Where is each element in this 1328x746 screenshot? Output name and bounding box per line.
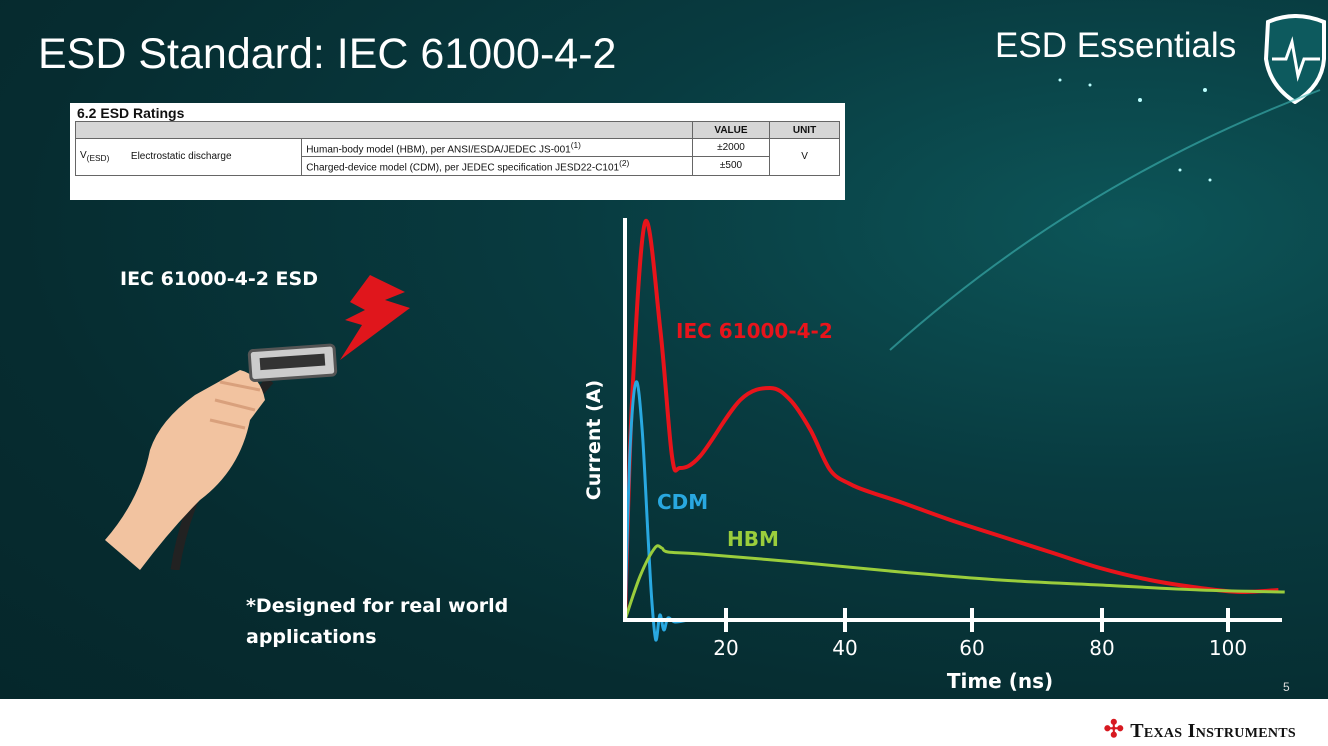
x-tick-label: 100 [1209,636,1247,660]
table-heading: 6.2 ESD Ratings [77,105,185,121]
symbol-subscript: (ESD) [86,153,110,164]
table-row: Charged-device model (CDM), per JEDEC sp… [76,156,840,176]
hand-with-hdmi-cable-illustration [105,275,410,570]
series-label-iec: IEC 61000-4-2 [676,319,833,343]
series-line-hbm [623,544,1285,621]
lightning-icon [340,275,410,360]
ti-logo: ✣ Texas Instruments [1104,715,1296,744]
symbol: V [80,150,87,162]
series-label-cdm: CDM [657,490,708,514]
x-tick-label: 80 [1089,636,1114,660]
series-line-iec-61000-4-2 [623,218,1279,621]
brand-title: ESD Essentials [995,26,1237,65]
x-tick-label: 60 [959,636,984,660]
footer: ✣ Texas Instruments [0,699,1328,746]
x-axis-label: Time (ns) [947,669,1053,693]
column-header: UNIT [769,121,840,139]
x-tick-label: 20 [713,636,738,660]
iec-esd-label: IEC 61000-4-2 ESD [120,268,318,290]
y-axis-label: Current (A) [583,380,605,500]
series-label-hbm: HBM [727,527,779,551]
footnote: (1) [570,140,581,150]
parameter: Electrostatic discharge [126,138,303,176]
esd-ratings-table: 6.2 ESD Ratings VALUE UNIT V(ESD) Electro… [70,103,845,200]
footnote: (2) [619,158,630,169]
condition: Human-body model (HBM), per ANSI/ESDA/JE… [306,144,571,156]
note-line: applications [246,626,377,648]
decorative-light-streak [889,78,1321,351]
ti-logo-icon: ✣ [1103,717,1125,743]
page-number: 5 [1283,680,1290,694]
x-tick-label: 40 [832,636,857,660]
company-name: Texas Instruments [1130,720,1296,742]
esd-waveform-chart: 20 40 60 80 100 Time (ns) Current (A) IEC 61… [583,218,1285,693]
table-row: V(ESD) Electrostatic discharge Human-bod… [74,137,840,176]
condition: Charged-device model (CDM), per JEDEC sp… [306,162,620,174]
value: ±500 [691,156,771,176]
note-line: *Designed for real world [246,595,509,617]
shield-logo-icon [1263,14,1326,104]
slide-title: ESD Standard: IEC 61000-4-2 [38,30,617,78]
note-text: *Designed for real world applications [246,591,508,653]
unit: V [769,138,840,176]
